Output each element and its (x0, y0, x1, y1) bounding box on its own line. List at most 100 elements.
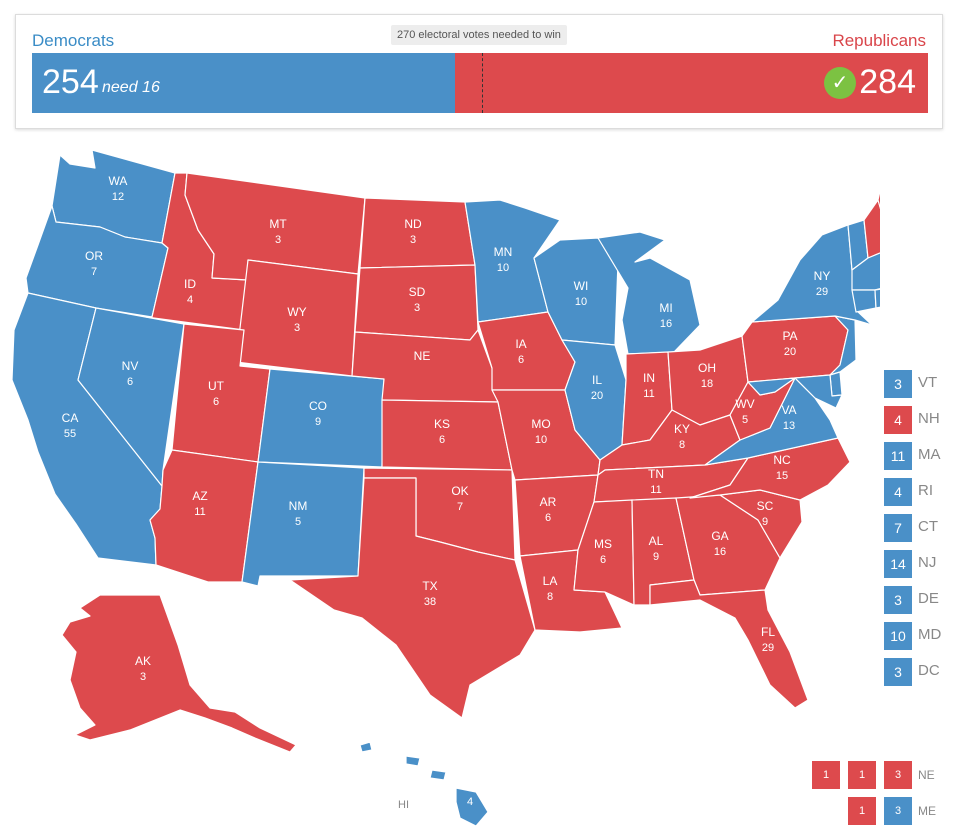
state-votes-mn: 10 (497, 262, 509, 274)
state-label-wa: WA (109, 174, 128, 188)
state-votes-wy: 3 (294, 322, 300, 334)
district-box-ne[interactable]: 1 (848, 761, 876, 789)
state-votes-ca: 55 (64, 428, 76, 440)
small-state-votes: 3 (884, 586, 912, 614)
state-ri[interactable] (874, 288, 880, 309)
state-votes-wa: 12 (112, 191, 124, 203)
state-votes-sd: 3 (414, 302, 420, 314)
state-ct[interactable] (851, 289, 877, 313)
hi-label: HI (398, 799, 409, 811)
state-label-wv: WV (735, 397, 754, 411)
small-state-votes: 10 (884, 622, 912, 650)
state-label-ar: AR (540, 495, 557, 509)
electoral-scoreboard: Democrats Republicans 270 electoral vote… (15, 14, 943, 129)
state-label-mn: MN (494, 245, 513, 259)
state-label-al: AL (649, 534, 664, 548)
state-label-ks: KS (434, 417, 450, 431)
small-state-name: NH (918, 410, 940, 427)
state-label-sc: SC (757, 499, 774, 513)
state-label-ne: NE (414, 349, 431, 363)
small-state-votes: 14 (884, 550, 912, 578)
state-votes-hi: 4 (467, 796, 473, 808)
state-votes-mi: 16 (660, 318, 672, 330)
state-md[interactable] (747, 374, 843, 409)
small-state-name: MA (918, 446, 941, 463)
state-fl[interactable] (649, 579, 809, 709)
state-label-in: IN (643, 371, 655, 385)
state-votes-co: 9 (315, 416, 321, 428)
state-votes-tn: 11 (650, 484, 661, 496)
state-votes-mo: 10 (535, 434, 547, 446)
state-label-ga: GA (711, 529, 728, 543)
state-label-ny: NY (814, 269, 831, 283)
state-votes-mt: 3 (275, 234, 281, 246)
state-label-ak: AK (135, 654, 151, 668)
district-name-ne: NE (918, 768, 935, 782)
state-hi[interactable] (359, 741, 489, 827)
state-mi[interactable] (597, 231, 701, 355)
state-label-nc: NC (773, 453, 791, 467)
state-mt[interactable] (184, 172, 366, 281)
state-label-ut: UT (208, 379, 225, 393)
state-votes-ia: 6 (518, 354, 524, 366)
small-state-votes: 3 (884, 658, 912, 686)
state-ak[interactable] (61, 594, 297, 753)
state-label-wy: WY (287, 305, 306, 319)
small-state-votes: 7 (884, 514, 912, 542)
state-me[interactable] (877, 172, 880, 248)
small-state-votes: 3 (884, 370, 912, 398)
small-state-votes: 4 (884, 478, 912, 506)
state-votes-ga: 16 (714, 546, 726, 558)
district-box-ne[interactable]: 3 (884, 761, 912, 789)
state-nm[interactable] (241, 461, 365, 587)
threshold-line (481, 53, 483, 113)
state-votes-sc: 9 (762, 516, 768, 528)
state-label-id: ID (184, 277, 196, 291)
small-state-votes: 11 (884, 442, 912, 470)
state-label-nv: NV (122, 359, 139, 373)
check-icon: ✓ (824, 67, 856, 99)
state-label-nm: NM (289, 499, 308, 513)
state-votes-tx: 38 (424, 596, 436, 608)
state-votes-ut: 6 (213, 396, 219, 408)
state-label-ms: MS (594, 537, 612, 551)
state-nh[interactable] (863, 199, 880, 259)
state-label-mt: MT (269, 217, 287, 231)
state-label-ok: OK (451, 484, 468, 498)
state-votes-ny: 29 (816, 286, 828, 298)
state-votes-nc: 15 (776, 470, 788, 482)
small-state-name: NJ (918, 554, 937, 571)
state-label-az: AZ (192, 489, 207, 503)
state-votes-ks: 6 (439, 434, 445, 446)
state-label-fl: FL (761, 625, 775, 639)
small-state-name: RI (918, 482, 933, 499)
state-votes-nv: 6 (127, 376, 133, 388)
state-label-la: LA (543, 574, 558, 588)
state-tx[interactable] (289, 477, 536, 719)
small-state-name: VT (918, 374, 938, 391)
small-state-name: DE (918, 590, 939, 607)
state-votes-va: 13 (783, 420, 795, 432)
state-label-mo: MO (531, 417, 550, 431)
district-box-me[interactable]: 3 (884, 797, 912, 825)
state-label-va: VA (781, 403, 796, 417)
state-ks[interactable] (381, 399, 513, 471)
district-box-me[interactable]: 1 (848, 797, 876, 825)
state-nd[interactable] (359, 197, 476, 269)
state-label-co: CO (309, 399, 327, 413)
state-wi[interactable] (533, 237, 619, 346)
district-box-ne[interactable]: 1 (812, 761, 840, 789)
state-votes-in: 11 (643, 388, 654, 400)
state-votes-oh: 18 (701, 378, 713, 390)
state-votes-ok: 7 (457, 501, 463, 513)
small-state-name: CT (918, 518, 938, 535)
state-nc[interactable] (689, 437, 851, 501)
state-label-sd: SD (409, 285, 426, 299)
district-name-me: ME (918, 804, 936, 818)
state-votes-pa: 20 (784, 346, 796, 358)
small-state-name: MD (918, 626, 942, 643)
state-label-or: OR (85, 249, 103, 263)
state-label-ky: KY (674, 422, 690, 436)
state-votes-or: 7 (91, 266, 97, 278)
state-label-tn: TN (648, 467, 664, 481)
